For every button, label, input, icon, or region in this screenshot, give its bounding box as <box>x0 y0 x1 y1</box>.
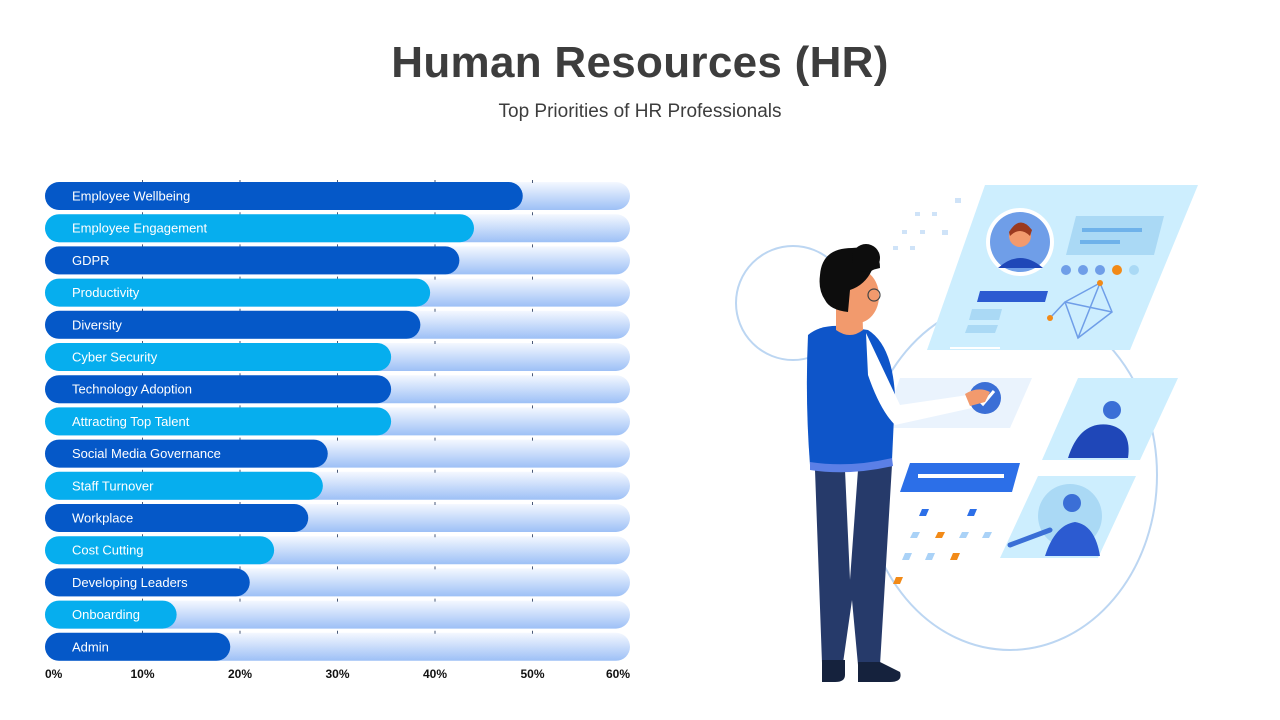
bar <box>45 246 460 275</box>
bar <box>45 504 309 532</box>
bar <box>45 439 328 468</box>
bar <box>45 536 275 565</box>
x-tick-label: 60% <box>606 667 630 681</box>
x-tick-label: 10% <box>130 667 154 681</box>
x-tick-label: 20% <box>228 667 252 681</box>
bar <box>45 600 177 629</box>
bar-label: Productivity <box>72 285 140 300</box>
bar-label: Employee Wellbeing <box>72 189 190 204</box>
decor-dots <box>893 198 961 250</box>
bar-label: Admin <box>72 639 109 654</box>
bar-label: Attracting Top Talent <box>72 414 190 429</box>
x-tick-label: 40% <box>423 667 447 681</box>
chart-subtitle: Top Priorities of HR Professionals <box>498 101 782 122</box>
bar-label: Staff Turnover <box>72 478 154 493</box>
bar-label: Workplace <box>72 511 133 526</box>
contact-card-1 <box>1042 378 1178 460</box>
bar-label: Cyber Security <box>72 350 158 365</box>
bar <box>45 310 421 339</box>
network-graph-icon <box>1049 281 1113 340</box>
bar <box>45 214 474 243</box>
bar-label: Social Media Governance <box>72 446 221 461</box>
bar <box>45 568 250 597</box>
bar-chart: Employee Wellbeing Employee Engagement GDP… <box>45 180 630 681</box>
x-tick-label: 50% <box>520 667 544 681</box>
bar <box>45 471 323 500</box>
bar-label: Technology Adoption <box>72 382 192 397</box>
bar-track <box>45 600 630 629</box>
bar <box>45 343 392 371</box>
bar <box>45 407 392 436</box>
hr-professional-illustration <box>735 185 1198 682</box>
person-figure <box>806 244 990 682</box>
bar-label: Cost Cutting <box>72 543 144 558</box>
floating-squares <box>893 509 992 584</box>
bar-label: Developing Leaders <box>72 575 188 590</box>
bar-label: GDPR <box>72 253 110 268</box>
bar-label: Employee Engagement <box>72 221 208 236</box>
x-tick-label: 0% <box>45 667 63 681</box>
bar-label: Onboarding <box>72 607 140 622</box>
bar <box>45 278 431 307</box>
bar <box>45 632 231 661</box>
x-tick-label: 30% <box>325 667 349 681</box>
progress-dots <box>1061 265 1139 275</box>
chart-title: Human Resources (HR) <box>391 38 889 87</box>
bar <box>45 375 392 404</box>
bar <box>45 182 523 210</box>
bar-label: Diversity <box>72 317 122 332</box>
